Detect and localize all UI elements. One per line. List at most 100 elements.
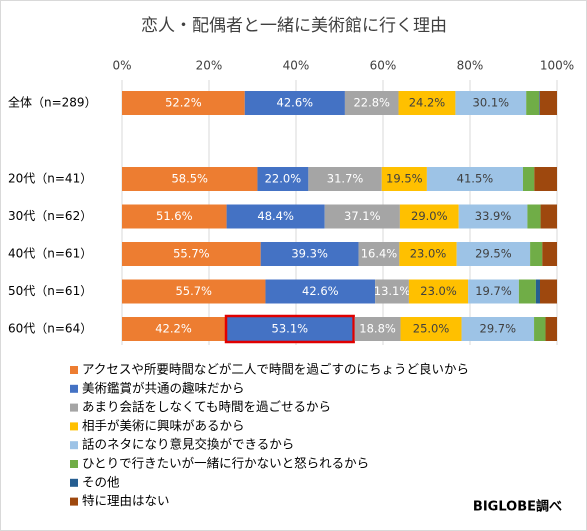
bar-segment [122,242,261,266]
bar-segment [458,204,528,229]
legend-swatch [70,460,78,468]
bar-segment [244,91,345,115]
data-label: 58.5% [171,172,208,186]
data-label: 48.4% [257,209,294,223]
legend-swatch [70,478,78,487]
y-tick-label: 20代（n=41） [8,172,92,186]
legend-label: 話のネタになり意見交換ができるから [82,437,294,452]
data-label: 51.6% [156,209,193,223]
bar-segment [527,204,541,229]
bar-segment [260,242,359,266]
bar-segment [408,279,469,304]
bar-segment [522,167,535,191]
legend-swatch [70,441,78,450]
bar-segment [399,204,459,229]
bar-segment [539,91,557,115]
data-label: 25.0% [413,322,450,336]
bar-segment [308,167,382,191]
data-label: 42.2% [155,322,192,336]
bar-segment [534,317,546,341]
x-tick-label: 40% [283,59,310,73]
x-tick-label: 100% [540,59,574,73]
legend-swatch [70,422,78,431]
data-label: 55.7% [173,247,210,261]
x-tick-label: 0% [112,59,131,73]
legend-label: 特に理由はない [82,493,170,508]
bar-segment [265,279,376,304]
data-label: 39.3% [291,247,328,261]
bar-segment [344,91,399,115]
data-label: 23.0% [410,247,447,261]
bar-segment [375,279,409,304]
data-label: 53.1% [272,322,309,336]
x-tick-label: 80% [457,59,484,73]
data-label: 33.9% [475,209,512,223]
bar-segment [354,317,401,341]
bar-segment [398,91,456,115]
bar-segment [530,242,543,266]
chart-title: 恋人・配偶者と一緒に美術館に行く理由 [141,15,447,36]
bar-segment [540,279,557,304]
data-label: 16.4% [361,247,398,261]
data-label: 22.0% [265,172,302,186]
legend-swatch [70,366,78,374]
data-label: 24.2% [409,96,446,110]
bar-segment [324,204,400,229]
data-label: 23.0% [420,284,457,298]
data-label: 29.7% [480,322,517,336]
data-label: 37.1% [344,209,381,223]
legend-label: アクセスや所要時間などが二人で時間を過ごすのにちょうど良いから [82,362,469,377]
data-label: 55.7% [175,284,212,298]
data-label: 41.5% [457,172,494,186]
y-tick-label: 全体（n=289） [8,95,97,110]
bar-segment [535,279,541,304]
data-label: 30.1% [473,96,510,110]
bar-segment [456,242,531,266]
bar-segment [122,279,266,304]
bar-segment [542,242,557,266]
data-label: 22.8% [353,96,390,110]
bar-segment [122,91,245,115]
bar-segment [381,167,427,191]
bar-segment [225,317,355,341]
bar-segment [257,167,309,191]
data-label: 19.7% [475,284,512,298]
bar-segment [455,91,527,115]
data-label: 29.5% [475,247,512,261]
y-tick-label: 50代（n=61） [8,284,92,298]
legend-swatch [70,403,78,412]
data-label: 18.8% [359,322,396,336]
bar-segment [539,91,540,115]
bar-segment [226,204,325,229]
bar-segment [468,279,519,304]
x-tick-label: 60% [370,59,397,73]
source-note: BIGLOBE調べ [473,499,562,515]
highlight-box [224,314,355,344]
bar-segment [518,279,536,304]
y-tick-label: 60代（n=64） [8,322,92,336]
bar-segment [545,317,557,341]
legend-swatch [70,384,78,393]
bar-segment [540,204,557,229]
data-label: 31.7% [327,172,364,186]
data-label: 52.2% [165,96,202,110]
y-tick-label: 40代（n=61） [8,247,92,261]
y-tick-label: 30代（n=62） [8,209,92,223]
bar-segment [426,167,523,191]
bar-segment [358,242,400,266]
legend-label: ひとりで行きたいが一緒に行かないと怒られるから [82,456,369,471]
legend-label: 美術鑑賞が共通の趣味だから [82,380,245,395]
legend-swatch [70,497,78,506]
legend-label: その他 [82,474,120,489]
bar-segment [122,317,226,341]
bar-segment [461,317,535,341]
legend-label: 相手が美術に興味があるから [82,418,245,433]
data-label: 42.6% [302,284,339,298]
bar-segment [400,317,462,341]
data-label: 13.1% [374,284,411,298]
data-label: 29.0% [411,209,448,223]
bar-segment [122,167,258,191]
x-tick-label: 20% [196,59,223,73]
